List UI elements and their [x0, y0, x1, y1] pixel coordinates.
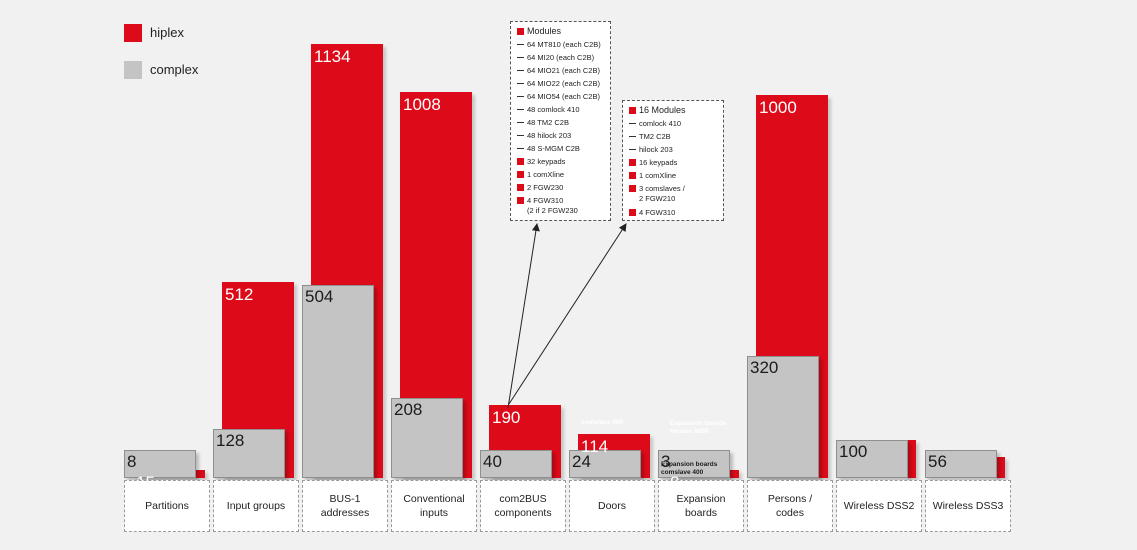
bar-complex-doors: [569, 450, 641, 478]
bar-complex-wireless-dss3: [925, 450, 997, 478]
category-bus1-addresses: BUS-1 addresses: [302, 480, 388, 532]
complex-component-item: TM2 C2B: [629, 130, 717, 143]
bar-complex-input-groups: [213, 429, 285, 478]
bar-complex-com2bus-components: [480, 450, 552, 478]
complex-component-item: 1 comXline: [629, 169, 717, 182]
value-label-complex-partitions: 8: [127, 452, 137, 471]
hiplex-components-box: Modules 64 MT810 (each C2B) 64 MI20 (each …: [510, 21, 611, 221]
value-label-hiplex-bus1-addresses: 1134: [314, 47, 351, 66]
category-input-groups: Input groups: [213, 480, 299, 532]
category-label-com2bus-components: com2BUS components: [494, 493, 552, 519]
bar-complex-conventional-inputs: [391, 398, 463, 478]
value-label-hiplex-persons-codes: 1000: [759, 98, 797, 117]
hiplex-component-item: 48 TM2 C2B: [517, 116, 604, 129]
complex-components-list: 16 Modules comlock 410 TM2 C2B hilock 203 16…: [629, 104, 717, 219]
bar-hiplex-wireless-dss2: [905, 440, 916, 478]
complex-component-item: 3 comslaves / 2 FGW210: [629, 182, 717, 206]
bar-complex-bus1-addresses: [302, 285, 374, 478]
bar-complex-wireless-dss2: [836, 440, 908, 478]
complex-components-box: 16 Modules comlock 410 TM2 C2B hilock 203 16…: [622, 100, 724, 221]
hiplex-component-item: 64 MIO21 (each C2B): [517, 64, 604, 77]
complex-component-item: 16 keypads: [629, 156, 717, 169]
bar-complex-partitions: [124, 450, 196, 478]
bar-hiplex-wireless-dss3: [994, 457, 1005, 478]
category-label-doors: Doors: [597, 500, 626, 512]
hiplex-component-item: 4 FGW310 (2 if 2 FGW230: [517, 194, 604, 218]
value-label-hiplex-conventional-inputs: 1008: [403, 95, 441, 114]
value-label-complex-bus1-addresses: 504: [305, 287, 334, 306]
hiplex-component-item: 48 comlock 410: [517, 103, 604, 116]
category-persons-codes: Persons / codes: [747, 480, 833, 532]
category-label-bus1-addresses: BUS-1 addresses: [320, 493, 370, 519]
legend-hiplex-swatch: [124, 24, 142, 42]
note-complex-expansion: Expansion boards comslave 400: [661, 461, 718, 476]
hiplex-component-item: 1 comXline: [517, 168, 604, 181]
complex-component-item: comlock 410: [629, 117, 717, 130]
value-label-complex-persons-codes: 320: [750, 358, 779, 377]
hiplex-component-item: 32 keypads: [517, 155, 604, 168]
value-label-hiplex-doors: 114: [581, 437, 609, 456]
note-hiplex-expansion: Expansion boards hislave 8000: [670, 420, 727, 435]
value-label-complex-wireless-dss3: 56: [928, 452, 947, 471]
category-label-input-groups: Input groups: [226, 500, 286, 512]
category-com2bus-components: com2BUS components: [480, 480, 566, 532]
complex-component-item: 16 Modules: [629, 104, 717, 117]
bar-complex-persons-codes: [747, 356, 819, 478]
note-hiplex-doors: comslave 400: [581, 419, 624, 426]
bar-complex-expansion-boards: [658, 450, 730, 478]
hiplex-component-item: 64 MIO22 (each C2B): [517, 77, 604, 90]
category-doors: Doors: [569, 480, 655, 532]
hiplex-component-item: 2 FGW230: [517, 181, 604, 194]
hiplex-component-item: Modules: [517, 25, 604, 38]
legend-hiplex-label: hiplex: [150, 25, 184, 40]
category-conventional-inputs: Conventional inputs: [391, 480, 477, 532]
category-label-partitions: Partitions: [145, 500, 189, 512]
category-wireless-dss3: Wireless DSS3: [925, 480, 1011, 532]
value-label-complex-wireless-dss2: 100: [839, 442, 868, 461]
value-label-hiplex-input-groups: 512: [225, 285, 254, 304]
value-label-complex-input-groups: 128: [216, 431, 245, 450]
category-label-expansion-boards: Expansion boards: [676, 493, 726, 519]
hiplex-component-item: 48 hilock 203: [517, 129, 604, 142]
hiplex-components-list: Modules 64 MT810 (each C2B) 64 MI20 (each …: [517, 25, 604, 218]
legend-complex-label: complex: [150, 62, 199, 77]
value-label-hiplex-com2bus-components: 190: [492, 408, 521, 427]
value-label-complex-doors: 24: [572, 452, 591, 471]
category-partitions: Partitions: [124, 480, 210, 532]
category-label-conventional-inputs: Conventional inputs: [403, 493, 465, 519]
complex-component-item: 4 FGW310: [629, 206, 717, 219]
category-expansion-boards: Expansion boards: [658, 480, 744, 532]
legend-complex-swatch: [124, 61, 142, 79]
value-label-complex-conventional-inputs: 208: [394, 400, 423, 419]
value-label-complex-expansion-boards: 3: [661, 452, 671, 471]
complex-component-item: hilock 203: [629, 143, 717, 156]
hiplex-component-item: 64 MIO54 (each C2B): [517, 90, 604, 103]
category-label-wireless-dss2: Wireless DSS2: [843, 500, 915, 512]
category-label-wireless-dss3: Wireless DSS3: [932, 500, 1004, 512]
value-label-complex-com2bus-components: 40: [483, 452, 502, 471]
hiplex-component-item: 64 MI20 (each C2B): [517, 51, 604, 64]
category-label-persons-codes: Persons / codes: [767, 493, 813, 519]
category-wireless-dss2: Wireless DSS2: [836, 480, 922, 532]
hiplex-component-item: 48 S-MGM C2B: [517, 142, 604, 155]
hiplex-component-item: 64 MT810 (each C2B): [517, 38, 604, 51]
